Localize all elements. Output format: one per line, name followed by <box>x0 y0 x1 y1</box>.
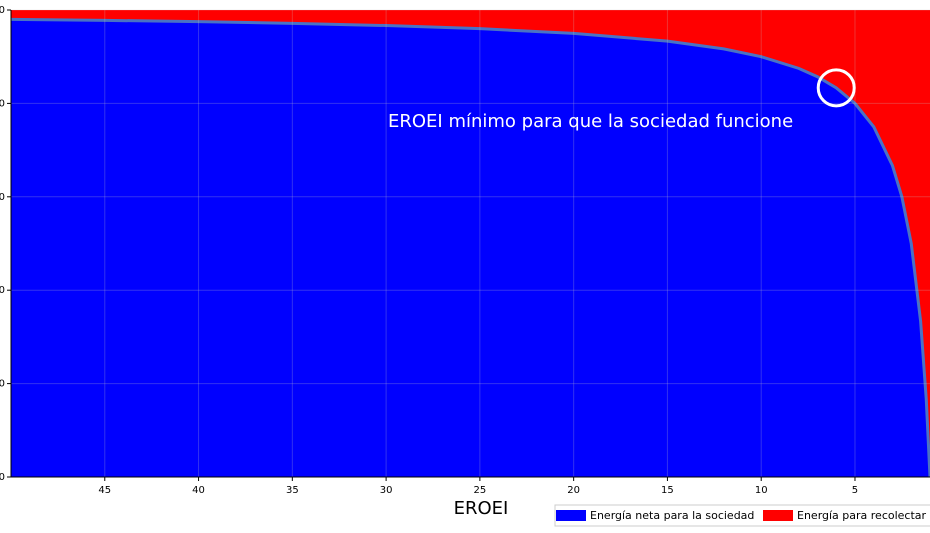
x-tick-label: 10 <box>755 485 768 496</box>
legend-swatch <box>556 510 586 521</box>
x-tick-label: 5 <box>852 485 858 496</box>
x-tick-label: 35 <box>286 485 299 496</box>
x-axis-label: EROEI <box>454 498 509 519</box>
x-tick-label: 20 <box>567 485 580 496</box>
annotation-marker <box>816 68 856 108</box>
y-tick-label: 60 <box>0 192 5 203</box>
legend-label: Energía para recolectar e <box>797 509 930 522</box>
legend-box <box>554 504 930 527</box>
x-tick-label: 40 <box>192 485 205 496</box>
y-tick-label: 0 <box>0 472 5 483</box>
x-tick-label: 45 <box>98 485 111 496</box>
y-tick-label: 80 <box>0 98 5 109</box>
y-tick-label: 40 <box>0 285 5 296</box>
y-tick-label: 100 <box>0 5 5 16</box>
x-tick-label: 15 <box>661 485 674 496</box>
x-tick-label: 25 <box>474 485 487 496</box>
area <box>11 10 930 477</box>
legend-swatch <box>763 510 793 521</box>
y-tick-label: 20 <box>0 379 5 390</box>
area <box>11 19 930 478</box>
legend-label: Energía neta para la sociedad <box>590 509 754 522</box>
boundary-line <box>10 17 930 478</box>
x-tick-label: 30 <box>380 485 393 496</box>
annotation: EROEI mínimo para que la sociedad funcio… <box>388 111 793 132</box>
